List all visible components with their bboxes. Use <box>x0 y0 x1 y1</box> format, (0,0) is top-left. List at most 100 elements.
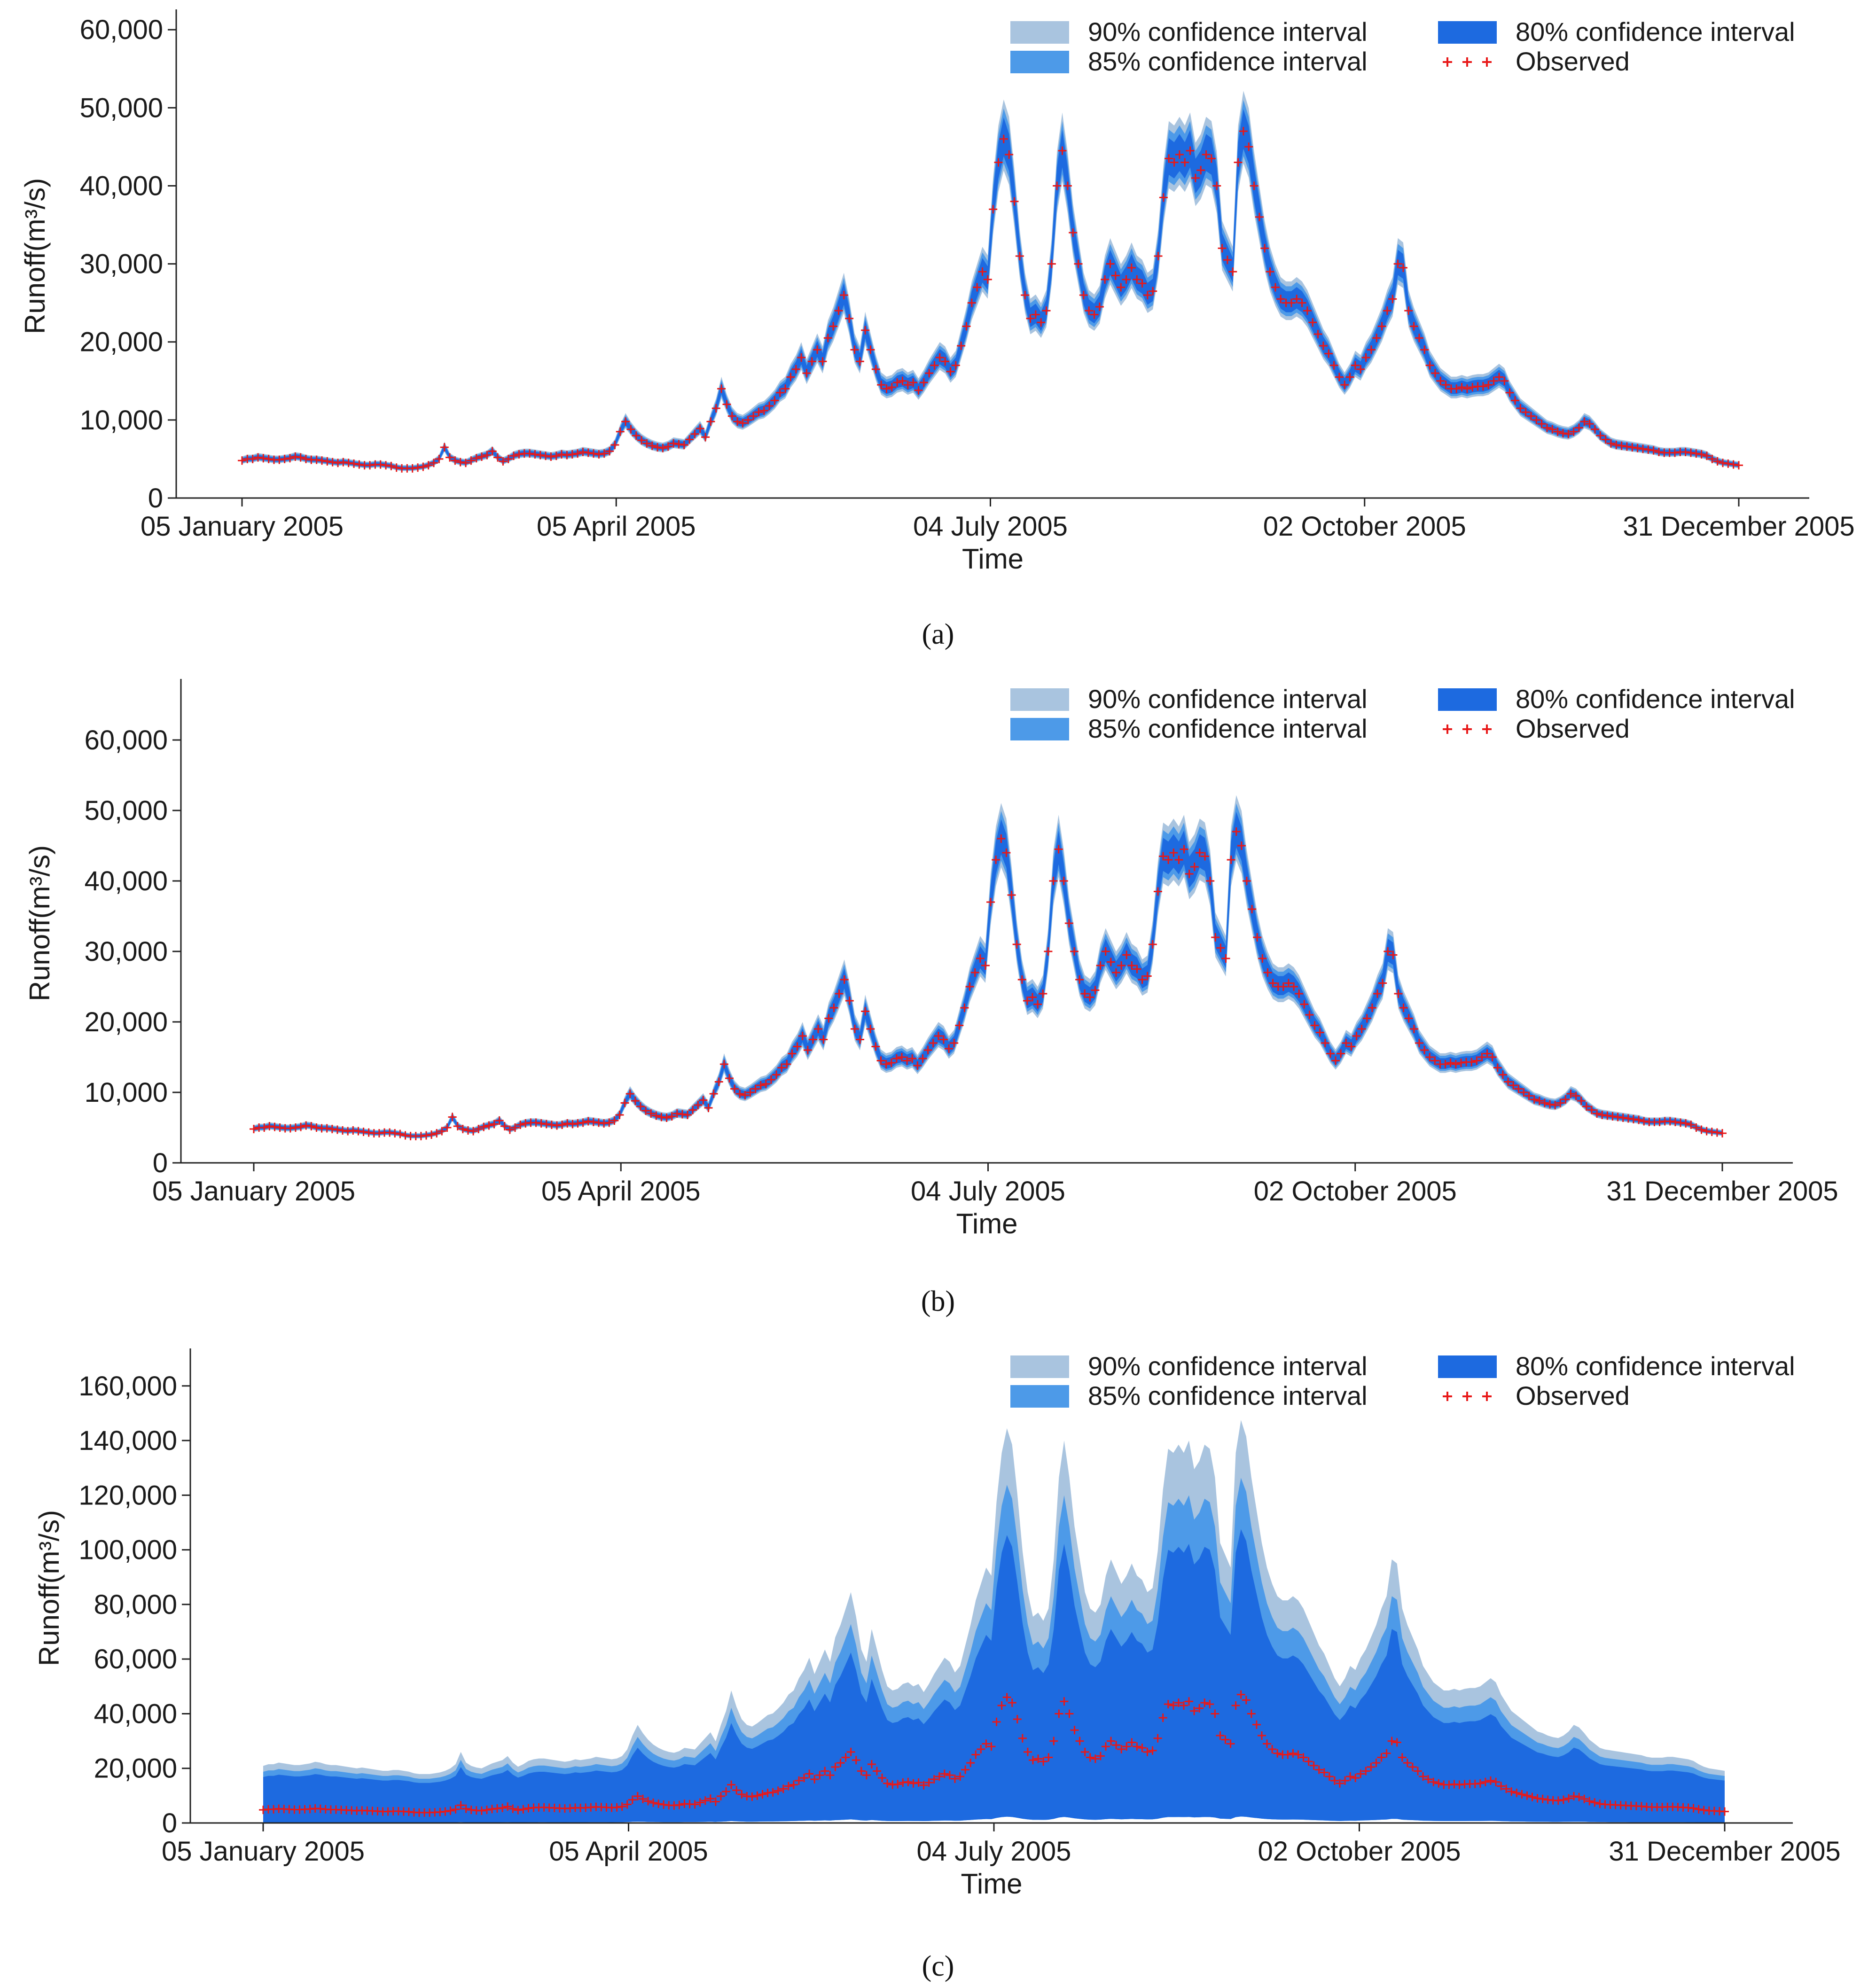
observed-point <box>962 322 971 331</box>
observed-point <box>850 345 859 354</box>
observed-point <box>1500 376 1509 385</box>
observed-point <box>1493 1063 1502 1072</box>
observed-point <box>1561 1095 1570 1104</box>
observed-point <box>1195 1704 1204 1713</box>
observed-point <box>1497 1782 1506 1791</box>
band-ci80-c <box>263 1529 1725 1822</box>
legend-marker <box>1462 1392 1472 1401</box>
observed-point <box>903 1056 912 1065</box>
observed-point <box>749 412 758 421</box>
observed-point <box>1174 1698 1183 1707</box>
observed-point <box>612 1803 621 1812</box>
legend-label: 90% confidence interval <box>1088 1351 1368 1381</box>
observed-point <box>1558 429 1567 438</box>
x-axis-label: Time <box>962 543 1024 575</box>
observed-point <box>1601 435 1610 444</box>
observed-point <box>1206 877 1215 885</box>
observed-point <box>1697 450 1706 459</box>
observed-point <box>260 1123 269 1132</box>
observed-point <box>706 417 715 426</box>
observed-point <box>633 1792 642 1801</box>
observed-point <box>925 369 934 378</box>
band-ci90-a <box>242 91 1739 471</box>
observed-point <box>1708 454 1717 463</box>
observed-point <box>1049 1737 1058 1745</box>
observed-point <box>1298 298 1306 307</box>
observed-point <box>578 1118 587 1127</box>
observed-point <box>488 447 497 456</box>
observed-point <box>945 1044 954 1053</box>
observed-point <box>789 1780 798 1789</box>
observed-point <box>563 451 571 460</box>
observed-point <box>766 1075 775 1084</box>
observed-point <box>1532 415 1541 424</box>
observed-point <box>1409 322 1418 331</box>
observed-point <box>1154 252 1163 260</box>
observed-point <box>1524 1091 1533 1100</box>
observed-point <box>1593 1109 1602 1118</box>
observed-point <box>950 1774 959 1783</box>
observed-point <box>992 1717 1001 1726</box>
legend-label: 80% confidence interval <box>1516 17 1795 47</box>
observed-point <box>807 357 816 366</box>
x-tick-label: 04 July 2005 <box>913 511 1068 542</box>
observed-point <box>1335 373 1344 382</box>
observed-point <box>1399 1004 1408 1012</box>
observed-point <box>1330 1776 1339 1785</box>
observed-point <box>1252 1720 1261 1729</box>
observed-point <box>1523 1791 1532 1800</box>
observed-point <box>1216 943 1225 952</box>
observed-point <box>636 1102 645 1111</box>
observed-point <box>626 425 635 434</box>
observed-point <box>1451 1060 1460 1068</box>
observed-point <box>558 1121 567 1129</box>
observed-point <box>1419 1772 1428 1781</box>
observed-point <box>453 1122 462 1130</box>
observed-point <box>775 388 784 397</box>
observed-point <box>840 975 849 984</box>
observed-point <box>1404 306 1413 315</box>
observed-point <box>1042 306 1051 315</box>
observed-point <box>1091 986 1100 995</box>
observed-point <box>456 1801 465 1810</box>
observed-series-b <box>250 827 1727 1140</box>
observed-point <box>741 1091 750 1099</box>
observed-point <box>618 1802 626 1811</box>
observed-point <box>1228 267 1237 276</box>
observed-point <box>477 1806 486 1815</box>
observed-point <box>446 1806 455 1815</box>
observed-point <box>751 1084 760 1093</box>
observed-point <box>823 334 832 343</box>
observed-point <box>1074 259 1083 268</box>
observed-point <box>1542 423 1551 432</box>
observed-point <box>992 856 1001 864</box>
observed-point <box>1034 1754 1043 1763</box>
observed-point <box>1190 863 1199 871</box>
observed-point <box>935 353 944 362</box>
observed-point <box>662 1114 671 1122</box>
legend-marker <box>1443 1392 1452 1401</box>
observed-point <box>1393 259 1402 268</box>
observed-point <box>649 1798 658 1807</box>
observed-point <box>328 458 337 467</box>
observed-point <box>1367 1762 1376 1771</box>
observed-point <box>1718 1129 1727 1137</box>
observed-point <box>738 419 747 428</box>
observed-point <box>1612 441 1621 450</box>
observed-point <box>1054 845 1063 854</box>
observed-point <box>791 365 800 374</box>
observed-point <box>312 455 321 464</box>
observed-point <box>654 1799 663 1808</box>
observed-point <box>1276 295 1285 304</box>
observed-point <box>1212 181 1221 190</box>
observed-point <box>1462 384 1471 393</box>
observed-point <box>1122 275 1131 284</box>
y-tick-label: 50,000 <box>85 795 168 826</box>
observed-point <box>1457 383 1466 392</box>
observed-point <box>1649 446 1658 455</box>
observed-point <box>1720 1807 1729 1816</box>
observed-point <box>704 1104 713 1112</box>
observed-point <box>1106 259 1115 268</box>
observed-point <box>1101 275 1110 284</box>
observed-point <box>753 1791 762 1800</box>
